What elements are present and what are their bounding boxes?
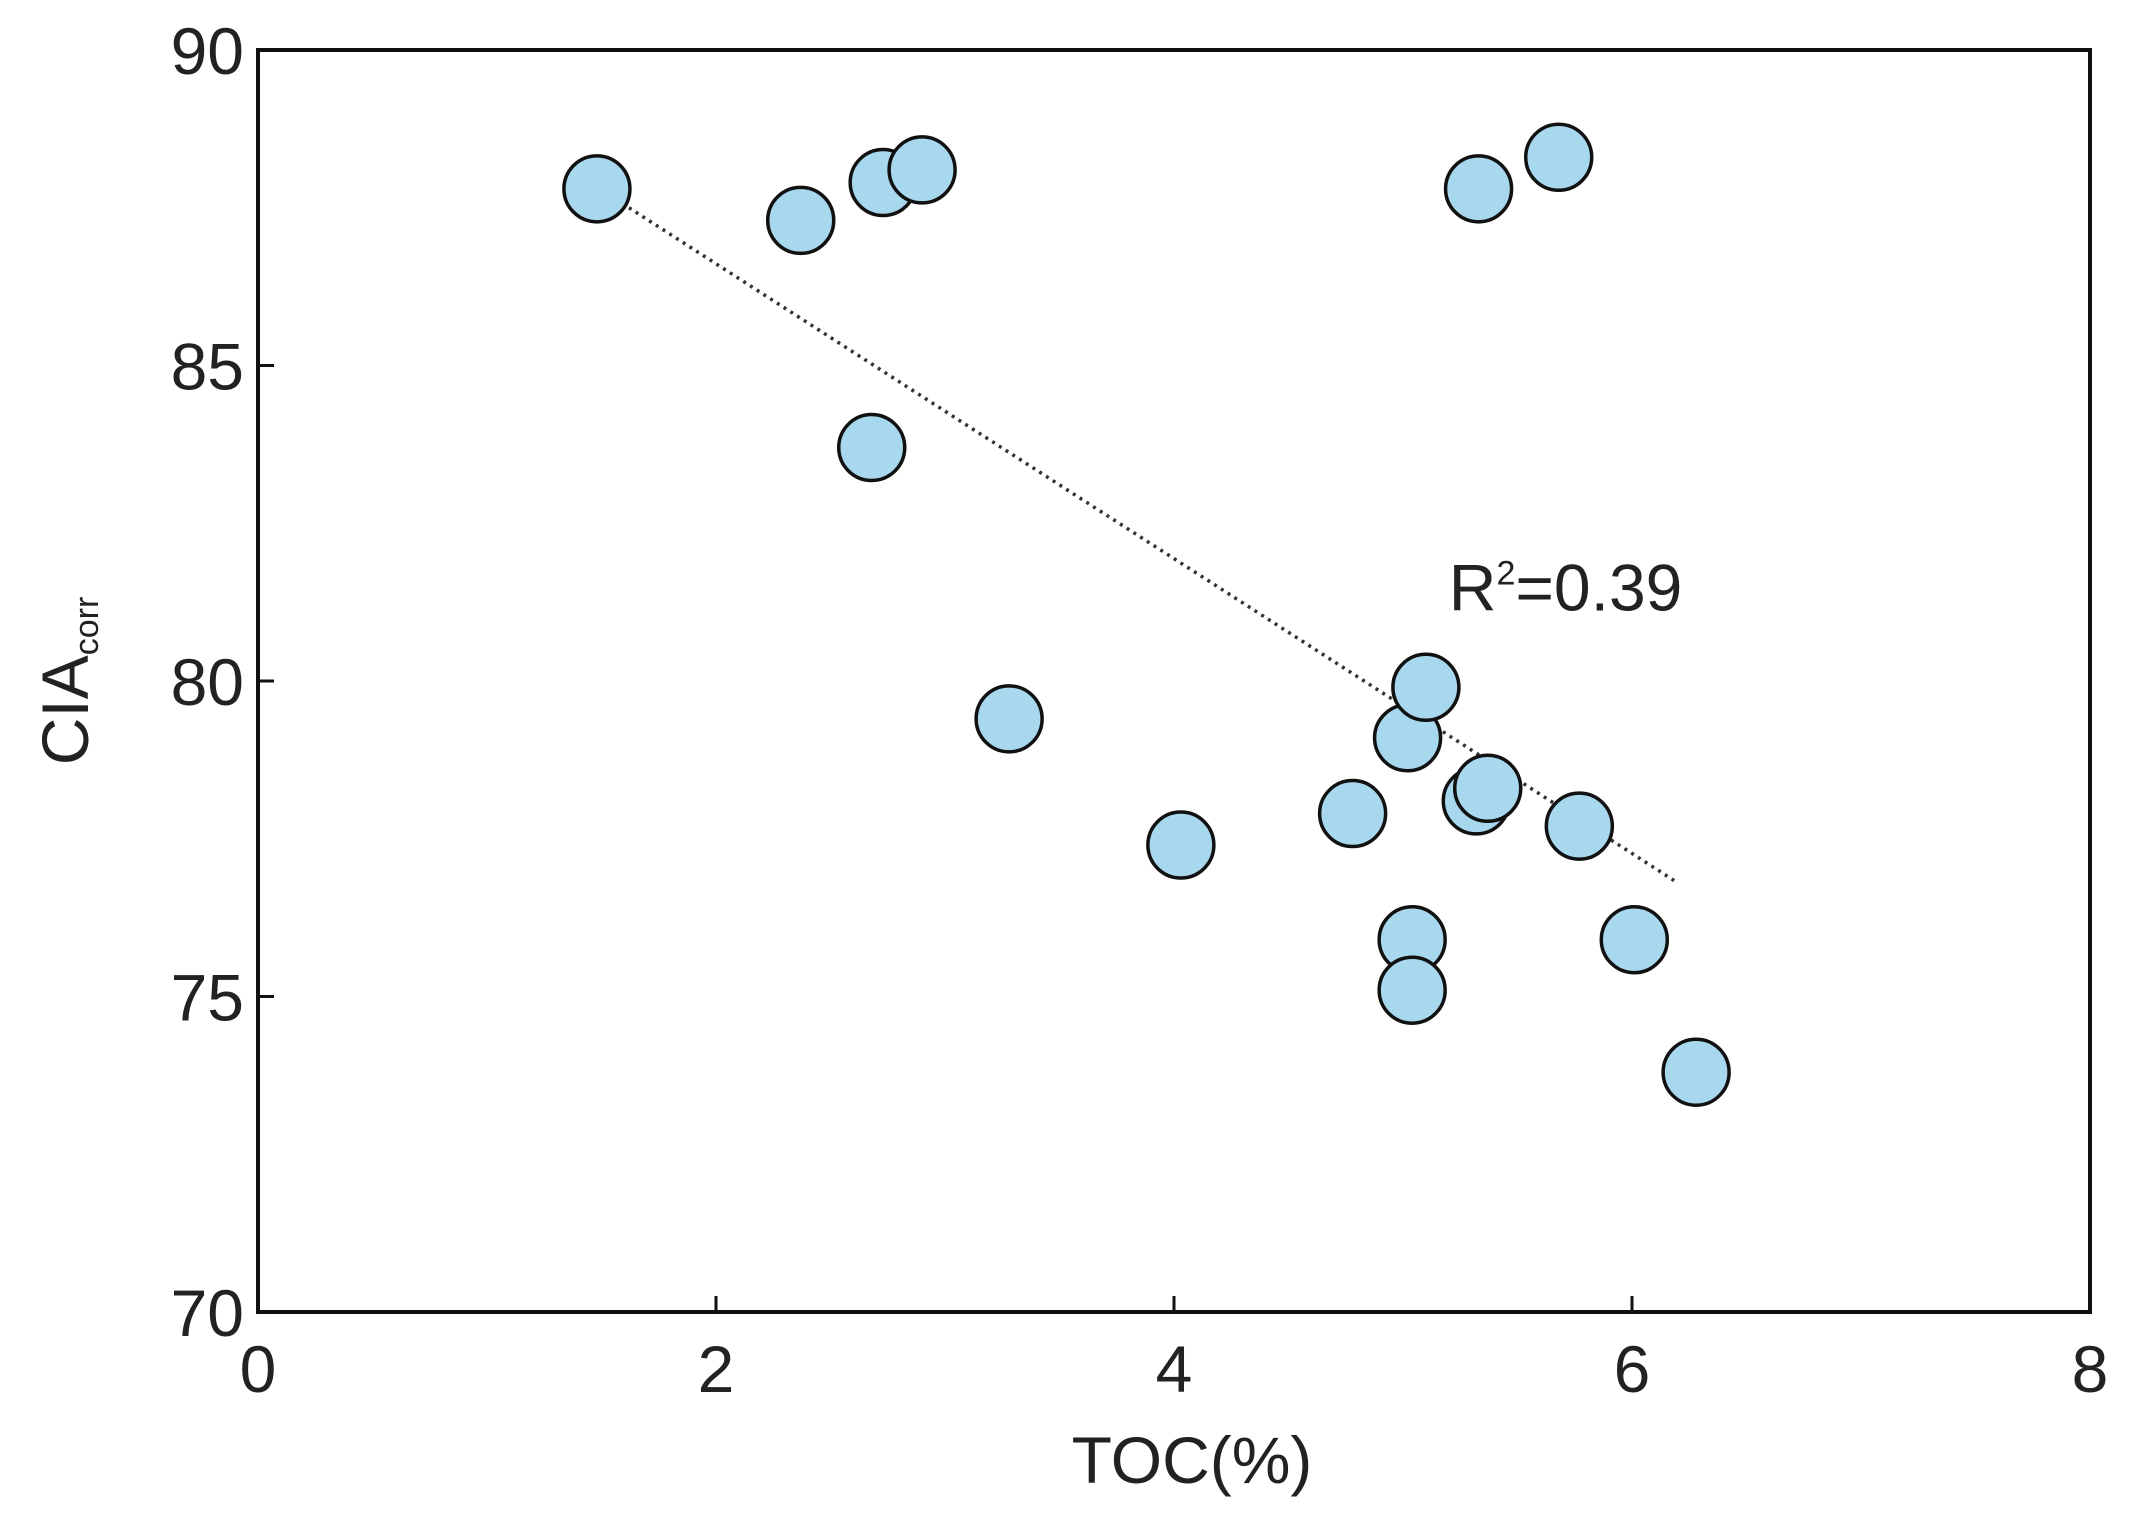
y-axis-title: CIAcorr [28, 597, 106, 766]
data-point [1523, 122, 1594, 193]
r-squared-value: =0.39 [1515, 550, 1682, 624]
y-axis-title-main: CIA [28, 655, 102, 765]
y-tick-label: 75 [171, 961, 244, 1035]
r-squared-base: R [1449, 550, 1497, 624]
y-axis-title-subscript: corr [68, 597, 106, 656]
data-point [1443, 154, 1514, 224]
data-point [974, 684, 1044, 754]
data-points [562, 122, 1731, 1107]
data-point [1661, 1037, 1731, 1107]
data-point [836, 412, 907, 483]
data-point [1544, 791, 1615, 861]
data-point [1377, 955, 1447, 1025]
y-axis-title-group: CIAcorr [28, 597, 106, 766]
y-tick-label: 70 [171, 1276, 244, 1350]
data-point [765, 185, 836, 256]
x-tick-label: 8 [2072, 1332, 2109, 1406]
plot-frame [256, 48, 2092, 1314]
y-tick-label: 85 [171, 330, 244, 404]
r-squared-annotation: R2=0.39 [1449, 550, 1683, 624]
y-tick-label: 90 [171, 14, 244, 88]
data-point [887, 135, 957, 205]
x-tick-label: 4 [1156, 1332, 1193, 1406]
x-axis-title: TOC(%) [1072, 1423, 1313, 1497]
data-point [1317, 778, 1388, 849]
data-point [1599, 904, 1670, 975]
x-tick-label: 2 [698, 1332, 735, 1406]
y-tick-label: 80 [171, 645, 244, 719]
data-point [1146, 810, 1216, 880]
axis-ticks: 0 2 4 6 8 70 75 80 85 90 [171, 14, 2109, 1406]
x-tick-label: 6 [1614, 1332, 1651, 1406]
r-squared-superscript: 2 [1496, 554, 1515, 592]
data-point [1391, 652, 1461, 723]
data-point [1452, 753, 1523, 824]
x-tick-label: 0 [240, 1332, 277, 1406]
data-point [562, 154, 632, 224]
